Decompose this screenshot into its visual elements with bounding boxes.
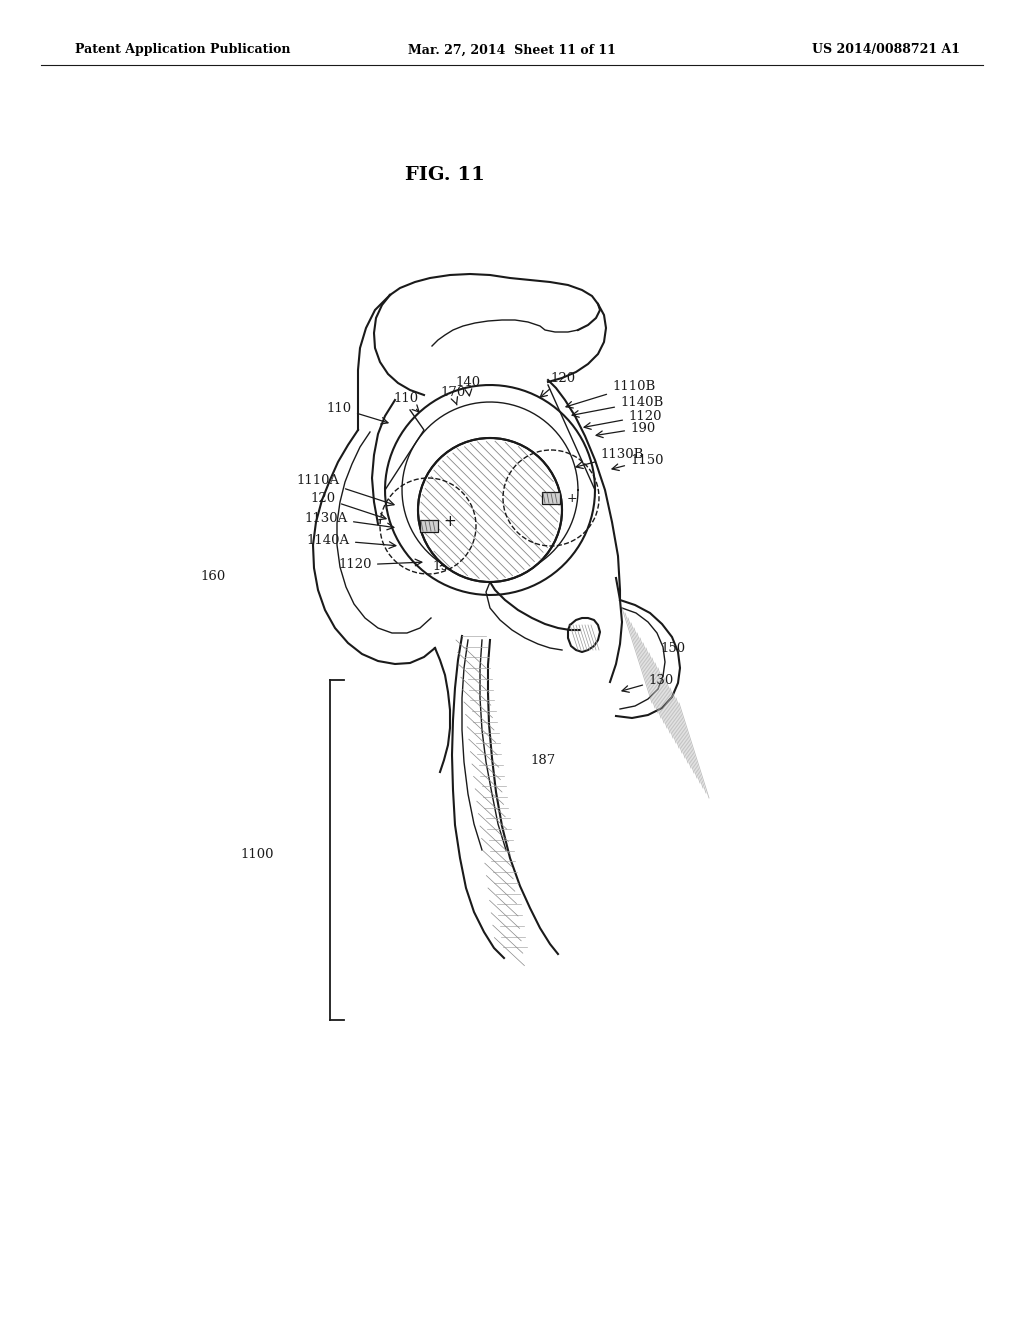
Text: 1120: 1120 bbox=[339, 558, 422, 572]
Text: FIG. 11: FIG. 11 bbox=[406, 166, 485, 183]
Text: US 2014/0088721 A1: US 2014/0088721 A1 bbox=[812, 44, 961, 57]
Text: 120: 120 bbox=[311, 491, 386, 520]
Text: 150: 150 bbox=[660, 642, 685, 655]
Text: 1130A: 1130A bbox=[305, 511, 394, 529]
Text: +: + bbox=[443, 515, 457, 529]
Text: 120: 120 bbox=[541, 371, 575, 397]
Text: 182: 182 bbox=[476, 491, 501, 504]
FancyBboxPatch shape bbox=[420, 520, 438, 532]
Text: 140: 140 bbox=[455, 376, 480, 396]
Circle shape bbox=[418, 438, 562, 582]
FancyBboxPatch shape bbox=[542, 492, 560, 504]
Text: Mar. 27, 2014  Sheet 11 of 11: Mar. 27, 2014 Sheet 11 of 11 bbox=[408, 44, 616, 57]
Text: Patent Application Publication: Patent Application Publication bbox=[75, 44, 291, 57]
Text: 1100: 1100 bbox=[241, 847, 274, 861]
Text: 110: 110 bbox=[327, 401, 388, 424]
Text: 187: 187 bbox=[530, 754, 555, 767]
Text: 170: 170 bbox=[440, 387, 465, 405]
Text: 190: 190 bbox=[432, 560, 458, 573]
Text: 160: 160 bbox=[200, 569, 225, 582]
Text: 1140A: 1140A bbox=[307, 533, 396, 548]
Text: 1110B: 1110B bbox=[566, 380, 655, 408]
Text: 130: 130 bbox=[622, 673, 673, 692]
Text: 1120: 1120 bbox=[584, 409, 662, 429]
Text: 190: 190 bbox=[596, 421, 655, 438]
Text: +: + bbox=[566, 491, 578, 504]
Text: 1130B: 1130B bbox=[577, 449, 643, 469]
Text: 1110A: 1110A bbox=[297, 474, 394, 506]
Text: 1140B: 1140B bbox=[572, 396, 664, 417]
Text: 110: 110 bbox=[393, 392, 419, 412]
Text: 1150: 1150 bbox=[612, 454, 664, 470]
